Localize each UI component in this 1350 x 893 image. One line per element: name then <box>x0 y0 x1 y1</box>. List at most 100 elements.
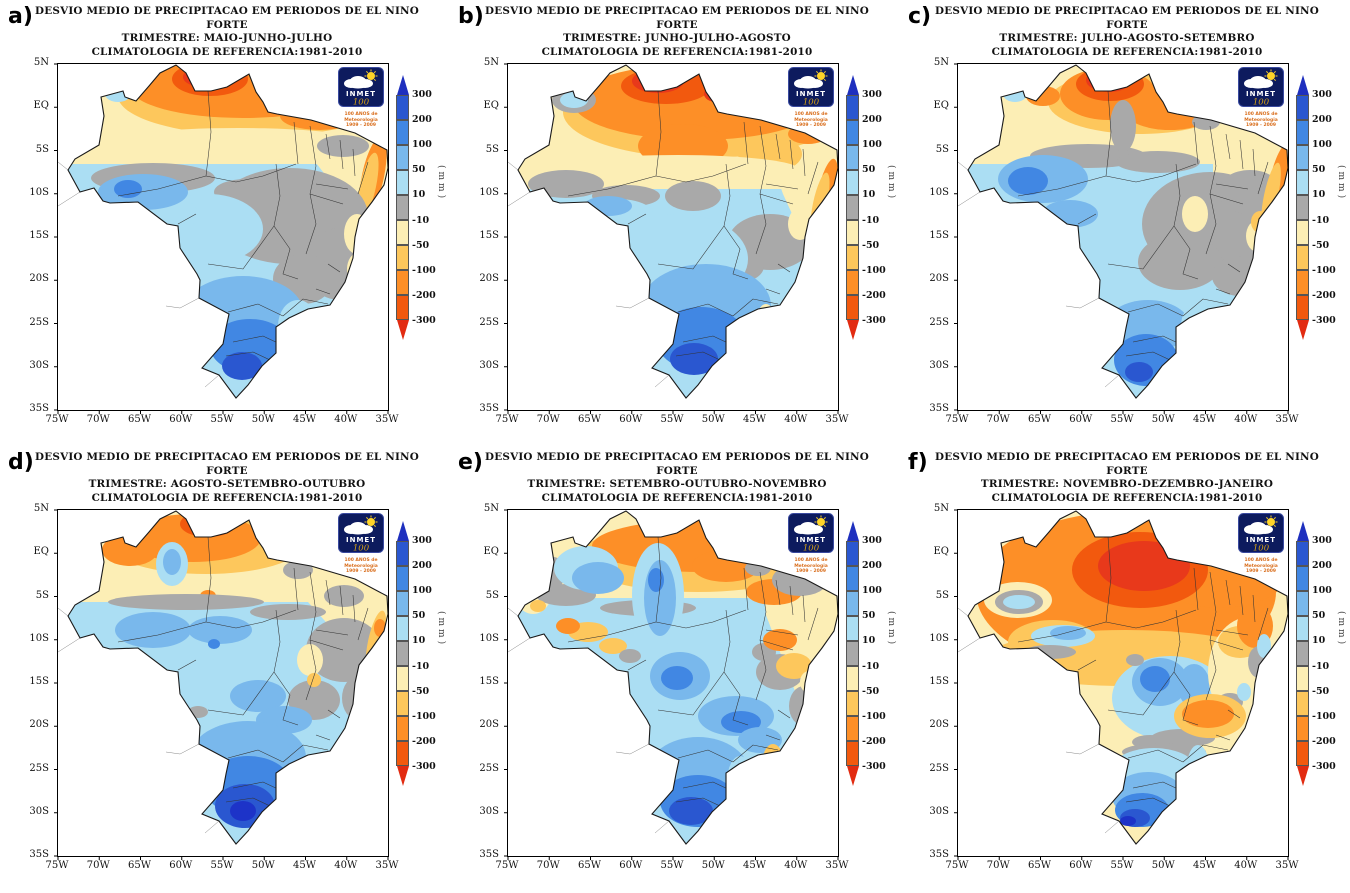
title-line2: TRIMESTRE: AGOSTO-SETEMBRO-OUTUBRO <box>88 478 366 491</box>
colorbar-tick-label: -50 <box>1312 239 1330 251</box>
title-line3: CLIMATOLOGIA DE REFERENCIA:1981-2010 <box>541 492 813 505</box>
colorbar-segment <box>1296 145 1309 170</box>
title-line2: TRIMESTRE: JULHO-AGOSTO-SETEMBRO <box>999 32 1255 45</box>
colorbar-tick-label: -300 <box>1312 760 1336 772</box>
panel-d: d) DESVIO MEDIO DE PRECIPITACAO EM PERIO… <box>0 446 450 892</box>
title-line1: DESVIO MEDIO DE PRECIPITACAO EM PERIODOS… <box>935 5 1319 31</box>
lon-tick-label: 35W <box>1275 860 1299 871</box>
lat-tick-label: 5N <box>933 503 949 514</box>
colorbar-tick-label: 300 <box>412 535 432 546</box>
colorbar-tick-label: 200 <box>1312 114 1332 126</box>
colorbar-arrow-up <box>1296 75 1309 95</box>
colorbar-segment <box>846 270 859 295</box>
colorbar-labels: 300 200 100 50 10 -10 -50 -100 -200 -300 <box>1312 89 1336 326</box>
panel-title-block: DESVIO MEDIO DE PRECIPITACAO EM PERIODOS… <box>482 5 872 60</box>
lon-tick-label: 70W <box>86 860 110 871</box>
colorbar-tick-label: 300 <box>862 535 882 546</box>
title-line3: CLIMATOLOGIA DE REFERENCIA:1981-2010 <box>91 492 363 505</box>
inmet-logo-number: 100 <box>1253 544 1270 554</box>
colorbar-segment <box>396 245 409 270</box>
inmet-logo-number: 100 <box>1253 98 1270 108</box>
colorbar-tick-label: 100 <box>862 585 882 597</box>
panel-title-block: DESVIO MEDIO DE PRECIPITACAO EM PERIODOS… <box>932 451 1322 506</box>
inmet-logo-title: INMET <box>346 90 376 98</box>
inmet-logo: INMET 100 100 ANOS de Meteorologia 1909 - … <box>788 67 834 129</box>
colorbar-segment <box>396 195 409 220</box>
lat-tick-label: 25S <box>479 762 499 774</box>
colorbar-tick-label: 10 <box>1312 189 1326 201</box>
lon-tick-label: 40W <box>334 414 358 425</box>
colorbar-tick-label: -300 <box>1312 314 1336 326</box>
colorbar-segment <box>1296 666 1309 691</box>
colorbar-segment <box>846 95 859 120</box>
lat-axis: 5N EQ 5S 10S 15S 20S 25S 30S 35S <box>12 58 54 414</box>
colorbar-tick-label: -50 <box>412 239 430 251</box>
colorbar-tick-label: -50 <box>862 239 880 251</box>
lon-tick-label: 70W <box>536 414 560 425</box>
colorbar-tick-label: -50 <box>1312 685 1330 697</box>
panel-label: b) <box>458 4 484 29</box>
lon-tick-label: 60W <box>1069 414 1093 425</box>
lon-tick-label: 45W <box>742 414 766 425</box>
lon-tick-label: 50W <box>251 860 275 871</box>
colorbar-segment <box>396 270 409 295</box>
colorbar-segment <box>846 741 859 766</box>
inmet-logo: INMET 100 100 ANOS de Meteorologia 1909 - … <box>1238 513 1284 575</box>
colorbar-segment <box>846 195 859 220</box>
title-line2: TRIMESTRE: JUNHO-JULHO-AGOSTO <box>563 32 791 45</box>
colorbar-arrow-down <box>396 320 409 340</box>
colorbar-tick-label: -10 <box>412 660 430 672</box>
lat-tick-label: 30S <box>479 359 499 371</box>
inmet-logo-title: INMET <box>346 536 376 544</box>
lon-tick-label: 65W <box>1027 414 1051 425</box>
lon-tick-label: 45W <box>292 414 316 425</box>
colorbar-tick-label: -100 <box>1312 710 1336 722</box>
lat-tick-label: 30S <box>479 805 499 817</box>
lon-tick-label: 35W <box>825 860 849 871</box>
lon-tick-label: 75W <box>45 860 69 871</box>
colorbar-tick-label: -200 <box>1312 289 1336 301</box>
lat-tick-label: 10S <box>29 186 49 198</box>
colorbar <box>1296 521 1309 786</box>
colorbar-segment <box>846 716 859 741</box>
colorbar-segment <box>1296 541 1309 566</box>
panel-title-block: DESVIO MEDIO DE PRECIPITACAO EM PERIODOS… <box>32 451 422 506</box>
colorbar-tick-label: 10 <box>1312 635 1326 647</box>
title-line2: TRIMESTRE: MAIO-JUNHO-JULHO <box>121 32 333 45</box>
colorbar-segment <box>1296 591 1309 616</box>
colorbar-segment <box>396 95 409 120</box>
lon-tick-label: 65W <box>1027 860 1051 871</box>
title-line2: TRIMESTRE: SETEMBRO-OUTUBRO-NOVEMBRO <box>527 478 827 491</box>
colorbar-segment <box>846 541 859 566</box>
lon-tick-label: 75W <box>45 414 69 425</box>
colorbar-segment <box>1296 270 1309 295</box>
colorbar-segment <box>396 295 409 320</box>
colorbar-tick-label: 300 <box>862 89 882 100</box>
colorbar-tick-label: -200 <box>412 735 436 747</box>
lat-tick-label: 20S <box>929 719 949 731</box>
colorbar-tick-label: -10 <box>862 660 880 672</box>
colorbar-arrow-down <box>1296 766 1309 786</box>
lat-tick-label: 20S <box>929 273 949 285</box>
colorbar-tick-label: -50 <box>412 685 430 697</box>
lon-tick-label: 70W <box>986 860 1010 871</box>
lon-tick-label: 50W <box>701 860 725 871</box>
colorbar-tick-label: 200 <box>862 560 882 572</box>
lat-tick-label: 10S <box>929 186 949 198</box>
colorbar-segment <box>846 691 859 716</box>
panel-a: a) DESVIO MEDIO DE PRECIPITACAO EM PERIO… <box>0 0 450 446</box>
lat-tick-label: 30S <box>929 359 949 371</box>
lon-tick-label: 55W <box>660 860 684 871</box>
lat-tick-label: 35S <box>479 849 499 860</box>
colorbar-arrow-up <box>846 75 859 95</box>
colorbar-segment <box>1296 641 1309 666</box>
colorbar-tick-label: 50 <box>412 164 426 176</box>
lat-tick-label: EQ <box>33 546 50 558</box>
lon-tick-label: 45W <box>292 860 316 871</box>
title-line2: TRIMESTRE: NOVEMBRO-DEZEMBRO-JANEIRO <box>980 478 1274 491</box>
lat-tick-label: 5S <box>35 589 49 601</box>
lon-tick-label: 70W <box>86 414 110 425</box>
colorbar-tick-label: 100 <box>1312 139 1332 151</box>
lon-tick-label: 65W <box>127 414 151 425</box>
colorbar-segment <box>1296 95 1309 120</box>
